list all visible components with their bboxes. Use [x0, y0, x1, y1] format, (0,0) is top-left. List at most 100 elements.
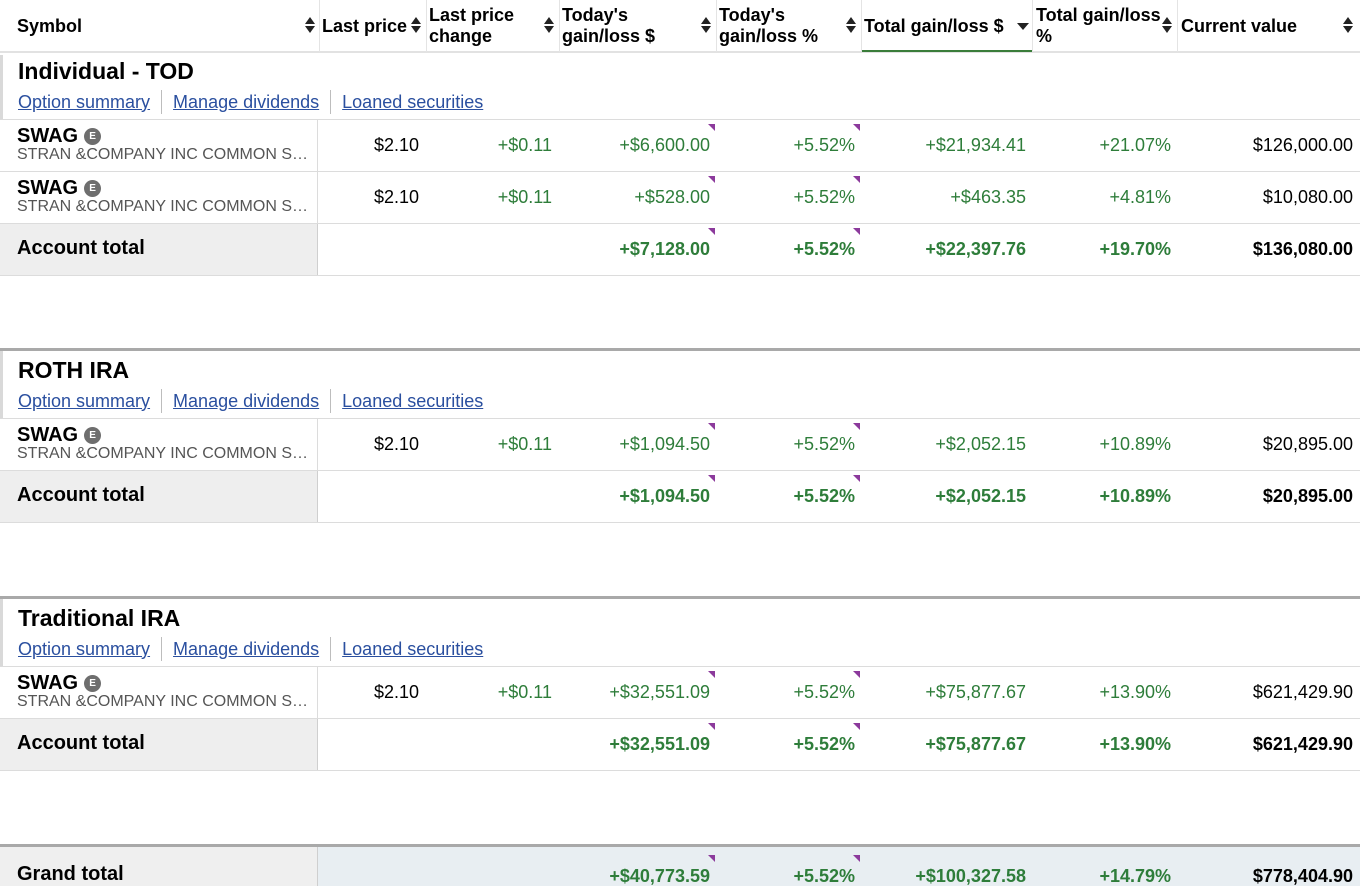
account-total-label: Account total [17, 484, 145, 506]
account-section-marker [0, 599, 3, 666]
current-value: $126,000.00 [1252, 135, 1353, 155]
todays-gain-loss-dollar: +$1,094.50 [619, 434, 710, 454]
column-header-todays-gain-loss-pct[interactable]: Today's gain/loss % [716, 0, 836, 52]
option-summary-link[interactable]: Option summary [18, 638, 151, 659]
total-gain-loss-dollar: +$100,327.58 [915, 865, 1026, 886]
total-gain-loss-dollar: +$75,877.67 [925, 682, 1026, 702]
flag-icon [853, 723, 860, 730]
todays-gain-loss-pct: +5.52% [793, 486, 855, 506]
symbol-text[interactable]: SWAG [17, 125, 79, 147]
symbol-text[interactable]: SWAG [17, 672, 79, 694]
manage-dividends-link[interactable]: Manage dividends [173, 91, 320, 112]
total-label-cell: Account total [0, 719, 318, 770]
current-value: $778,404.90 [1252, 865, 1353, 886]
todays-gain-loss-pct: +5.52% [793, 187, 855, 207]
sort-icon[interactable] [1343, 17, 1353, 35]
flag-icon [708, 723, 715, 730]
table-row[interactable]: SWAG E STRAN &COMPANY INC COMMON STOCK $2… [0, 171, 1360, 223]
sort-icon[interactable] [411, 17, 421, 35]
column-divider [559, 0, 560, 52]
column-header-last-price[interactable]: Last price [319, 0, 419, 52]
column-header-label: Symbol [17, 15, 83, 36]
todays-gain-loss-dollar: +$7,128.00 [619, 239, 710, 259]
column-header-label: Today's gain/loss $ [562, 5, 656, 46]
loaned-securities-link[interactable]: Loaned securities [342, 638, 484, 659]
flag-icon [708, 176, 715, 183]
current-value: $20,895.00 [1262, 434, 1353, 454]
sort-descending-icon[interactable] [1017, 17, 1029, 35]
column-header-label: Today's gain/loss % [719, 5, 819, 46]
etf-badge-icon: E [84, 179, 102, 197]
divider [0, 770, 1360, 771]
last-price-change: +$0.11 [497, 434, 552, 454]
todays-gain-loss-dollar: +$32,551.09 [609, 682, 710, 702]
total-label-cell: Grand total [0, 847, 318, 886]
current-value: $621,429.90 [1252, 734, 1353, 754]
table-row[interactable]: SWAG E STRAN &COMPANY INC COMMON STOCK $2… [0, 418, 1360, 470]
option-summary-link[interactable]: Option summary [18, 91, 151, 112]
last-price: $2.10 [373, 434, 419, 454]
flag-icon [708, 423, 715, 430]
symbol-text[interactable]: SWAG [17, 177, 79, 199]
table-row[interactable]: SWAG E STRAN &COMPANY INC COMMON STOCK $2… [0, 666, 1360, 718]
sort-icon[interactable] [701, 17, 711, 35]
column-header-label: Total gain/loss % [1036, 5, 1161, 46]
symbol-cell: SWAG E STRAN &COMPANY INC COMMON STOCK [0, 120, 318, 171]
symbol-cell: SWAG E STRAN &COMPANY INC COMMON STOCK [0, 172, 318, 223]
sort-icon[interactable] [846, 17, 856, 35]
column-header-label: Last price change [429, 5, 515, 46]
column-header-symbol[interactable]: Symbol [14, 0, 314, 52]
column-header-total-gain-loss-dollar[interactable]: Total gain/loss $ [861, 0, 1016, 52]
flag-icon [708, 855, 715, 862]
flag-icon [708, 124, 715, 131]
column-divider [1032, 0, 1033, 52]
sort-icon[interactable] [1162, 17, 1172, 35]
flag-icon [853, 228, 860, 235]
todays-gain-loss-pct: +5.52% [793, 682, 855, 702]
account-section-marker [0, 55, 3, 119]
total-label-cell: Account total [0, 471, 318, 522]
total-gain-loss-pct: +14.79% [1099, 865, 1171, 886]
current-value: $10,080.00 [1262, 187, 1353, 207]
divider [0, 522, 1360, 523]
account-total-row: Account total +$1,094.50 +5.52% +$2,052.… [0, 470, 1360, 522]
last-price-change: +$0.11 [497, 682, 552, 702]
symbol: SWAG E [17, 424, 102, 446]
column-divider [716, 0, 717, 52]
account-name: ROTH IRA [18, 357, 130, 383]
option-summary-link[interactable]: Option summary [18, 390, 151, 411]
total-label-cell: Account total [0, 224, 318, 275]
manage-dividends-link[interactable]: Manage dividends [173, 638, 320, 659]
grand-total-row: Grand total +$40,773.59 +5.52% +$100,327… [0, 844, 1360, 886]
account-separator [0, 596, 1360, 599]
account-links: Option summary Manage dividends Loaned s… [18, 389, 484, 413]
loaned-securities-link[interactable]: Loaned securities [342, 91, 484, 112]
column-header-total-gain-loss-pct[interactable]: Total gain/loss % [1033, 0, 1163, 52]
account-links: Option summary Manage dividends Loaned s… [18, 90, 484, 114]
column-divider [319, 0, 320, 52]
manage-dividends-link[interactable]: Manage dividends [173, 390, 320, 411]
todays-gain-loss-pct: +5.52% [793, 434, 855, 454]
security-description: STRAN &COMPANY INC COMMON STOCK [17, 693, 312, 710]
column-header-todays-gain-loss-dollar[interactable]: Today's gain/loss $ [559, 0, 684, 52]
account-name: Traditional IRA [18, 605, 181, 631]
divider [0, 275, 1360, 276]
security-description: STRAN &COMPANY INC COMMON STOCK [17, 198, 312, 215]
table-header: Symbol Last price Last price change Toda… [0, 0, 1360, 53]
symbol: SWAG E [17, 177, 102, 199]
symbol-text[interactable]: SWAG [17, 424, 79, 446]
symbol-cell: SWAG E STRAN &COMPANY INC COMMON STOCK [0, 419, 318, 470]
table-row[interactable]: SWAG E STRAN &COMPANY INC COMMON STOCK $2… [0, 119, 1360, 171]
security-description: STRAN &COMPANY INC COMMON STOCK [17, 445, 312, 462]
loaned-securities-link[interactable]: Loaned securities [342, 390, 484, 411]
last-price: $2.10 [373, 187, 419, 207]
column-header-last-price-change[interactable]: Last price change [426, 0, 538, 52]
todays-gain-loss-dollar: +$32,551.09 [609, 734, 710, 754]
sort-icon[interactable] [544, 17, 554, 35]
flag-icon [708, 475, 715, 482]
column-header-current-value[interactable]: Current value [1178, 0, 1338, 52]
account-name: Individual - TOD [18, 58, 194, 84]
sort-icon[interactable] [305, 17, 315, 35]
etf-badge-icon: E [84, 426, 102, 444]
current-value: $136,080.00 [1252, 239, 1353, 259]
